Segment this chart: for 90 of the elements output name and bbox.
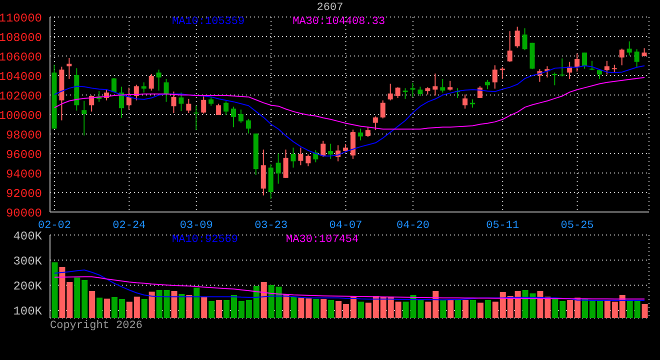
candlestick xyxy=(156,69,162,92)
y-tick-label: 96000 xyxy=(6,148,42,162)
y-tick-label: 100000 xyxy=(0,108,42,123)
candlestick xyxy=(134,84,139,101)
candlestick xyxy=(365,126,370,138)
candlestick xyxy=(410,82,416,98)
y-tick-label: 400K xyxy=(13,229,43,244)
candlestick xyxy=(276,153,281,184)
y-tick-label: 300K xyxy=(13,254,43,268)
y-tick-label: 102000 xyxy=(0,89,42,104)
y-tick-label: 108000 xyxy=(0,30,42,45)
candlestick xyxy=(298,147,304,166)
candlestick xyxy=(440,78,446,94)
candlestick xyxy=(395,86,400,98)
candlestick xyxy=(432,73,438,96)
candlestick xyxy=(246,118,251,134)
candlestick xyxy=(148,74,154,92)
candlestick xyxy=(186,98,192,114)
candlestick xyxy=(582,52,588,70)
y-tick-label: 94000 xyxy=(6,167,42,182)
candlestick xyxy=(171,91,176,114)
text: Copyright 2026 xyxy=(50,320,142,332)
candlestick xyxy=(112,77,116,94)
candlestick xyxy=(388,83,393,101)
candlestick xyxy=(126,87,132,110)
candlestick xyxy=(402,88,408,100)
candlestick xyxy=(484,79,490,90)
candlestick xyxy=(194,105,199,131)
candlestick xyxy=(380,100,386,119)
candlestick xyxy=(590,60,595,71)
text: MA10:105359 xyxy=(172,16,245,28)
candlestick xyxy=(320,140,326,158)
candlestick xyxy=(604,60,610,76)
text: MA10:92569 xyxy=(172,234,238,246)
candlestick xyxy=(283,149,288,178)
candlestick xyxy=(238,109,244,124)
candlestick xyxy=(574,53,580,72)
candlestick xyxy=(260,149,266,196)
candlestick xyxy=(201,94,206,114)
candlestick xyxy=(164,78,169,102)
candlestick xyxy=(462,94,468,110)
x-tick-label: 05-25 xyxy=(560,220,594,232)
candlestick xyxy=(626,40,632,56)
candlestick xyxy=(290,147,296,168)
candlestick xyxy=(306,154,311,167)
text: MA30:104408.33 xyxy=(292,16,386,28)
line-series xyxy=(54,270,646,301)
candlestick xyxy=(619,48,624,66)
candlestick xyxy=(141,82,146,94)
candlestick xyxy=(118,86,124,118)
x-tick-label: 04-07 xyxy=(329,220,362,232)
candlestick xyxy=(372,116,378,131)
y-tick-label: 98000 xyxy=(6,128,42,142)
line-series xyxy=(54,76,646,130)
candlestick xyxy=(231,106,236,128)
candlestick xyxy=(216,103,222,116)
candlestick xyxy=(552,72,558,86)
candlestick xyxy=(522,28,528,51)
candlestick xyxy=(514,26,520,48)
candlestick xyxy=(328,143,334,160)
candlestick xyxy=(208,96,214,106)
y-tick-label: 92000 xyxy=(6,186,42,201)
x-tick-label: 02-02 xyxy=(38,220,71,232)
candlestick xyxy=(350,129,356,160)
candlestick xyxy=(500,66,505,80)
y-tick-label: 200K xyxy=(13,280,43,294)
x-tick-label: 03-23 xyxy=(254,220,288,232)
candlestick xyxy=(224,100,229,116)
candlestick xyxy=(492,64,498,90)
candlestick xyxy=(634,48,640,68)
candlestick xyxy=(82,100,87,136)
x-tick-label: 04-20 xyxy=(396,220,430,232)
y-tick-label: 90000 xyxy=(6,206,42,220)
y-tick-label: 110000 xyxy=(0,11,42,26)
candlestick xyxy=(418,86,423,96)
text: MA30:107454 xyxy=(286,234,359,246)
candlestick xyxy=(507,30,512,62)
candlestick xyxy=(178,92,184,112)
y-tick-label: 104000 xyxy=(0,70,42,84)
y-tick-label: 106000 xyxy=(0,50,42,64)
candlestick xyxy=(560,58,565,77)
x-tick-label: 03-09 xyxy=(180,220,213,232)
candlestick xyxy=(358,128,363,141)
x-tick-label: 05-11 xyxy=(486,220,520,232)
chart-title: 2607 xyxy=(316,2,344,14)
candlestick xyxy=(448,80,453,92)
line-series xyxy=(54,276,646,300)
y-tick-label: 100K xyxy=(13,304,43,319)
candlestick xyxy=(477,86,482,98)
x-tick-label: 02-24 xyxy=(112,220,146,232)
